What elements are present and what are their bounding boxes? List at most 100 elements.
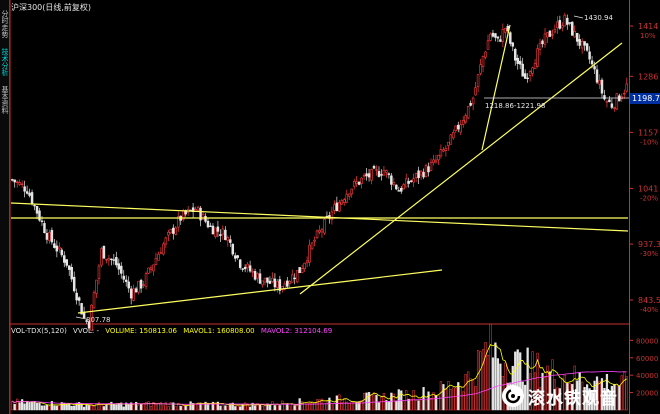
volume-bar xyxy=(120,402,123,411)
volume-bar xyxy=(189,401,192,411)
candle-body xyxy=(558,20,562,29)
volume-bar xyxy=(581,381,584,411)
candle-body xyxy=(204,216,207,222)
candle-body xyxy=(461,120,465,125)
candle-body xyxy=(593,66,596,70)
volume-bar xyxy=(439,381,443,411)
candle-body xyxy=(407,181,410,184)
candle-body xyxy=(305,260,309,264)
volume-bar xyxy=(491,357,495,411)
candle-body xyxy=(221,228,225,235)
candle-body xyxy=(447,141,450,146)
volume-bar xyxy=(437,395,440,411)
volume-bar xyxy=(360,400,363,411)
candle-body xyxy=(457,124,460,130)
candle-body xyxy=(442,149,445,152)
volume-bar xyxy=(556,387,559,411)
candle-body xyxy=(236,255,239,258)
volume-bar xyxy=(18,402,21,411)
tab-technical[interactable]: 技术分析 xyxy=(1,48,9,76)
candle-body xyxy=(449,134,453,145)
volume-bar xyxy=(588,388,591,411)
indicator-mavol1: MAVOL1: 160808.00 xyxy=(183,327,255,335)
volume-bar xyxy=(68,403,71,411)
candle-body xyxy=(28,192,31,196)
candle-body xyxy=(432,159,435,163)
tab-intraday[interactable]: 分时走势 xyxy=(1,10,9,38)
candle-body xyxy=(372,165,376,169)
candle-body xyxy=(402,184,405,190)
candle-body xyxy=(427,166,430,173)
candle-body xyxy=(286,280,289,287)
candle-body xyxy=(18,182,21,185)
volume-bar xyxy=(620,375,623,411)
candle-body xyxy=(370,168,373,181)
indicator-mavol2: MAVOL2: 312104.69 xyxy=(260,327,333,335)
volume-bar xyxy=(343,398,346,411)
candle-body xyxy=(414,173,418,178)
volume-bar xyxy=(459,386,462,411)
current-price-box xyxy=(630,93,660,104)
volume-bar xyxy=(571,384,574,411)
volume-bar xyxy=(610,385,614,411)
candle-body xyxy=(139,279,143,289)
price-axis-label: 1157 xyxy=(638,128,658,137)
candle-body xyxy=(543,33,547,45)
volume-bar xyxy=(258,404,262,411)
candle-body xyxy=(194,208,197,211)
volume-bar xyxy=(55,405,58,411)
candle-body xyxy=(75,292,78,301)
candle-body xyxy=(387,173,391,175)
candle-body xyxy=(509,32,512,44)
candle-body xyxy=(20,183,24,186)
candle-body xyxy=(417,170,420,179)
price-axis-label: 1414 xyxy=(638,22,658,31)
candle-body xyxy=(67,265,71,270)
candle-body xyxy=(566,17,569,25)
candle-body xyxy=(526,77,529,80)
candle-body xyxy=(335,202,339,212)
volume-bar xyxy=(249,406,252,411)
volume-bar xyxy=(476,350,480,411)
candle-body xyxy=(246,263,249,269)
candle-body xyxy=(256,273,259,279)
candle-body xyxy=(499,39,502,42)
candle-body xyxy=(375,169,378,171)
volume-bar xyxy=(402,401,405,411)
candle-body xyxy=(439,149,443,157)
volume-bar xyxy=(187,405,190,411)
candle-body xyxy=(295,270,299,283)
volume-bar xyxy=(333,403,336,411)
indicator-header: VOL-TDX(5,120) VVOL: - VOLUME: 150813.06… xyxy=(11,327,336,335)
candle-body xyxy=(357,181,361,185)
candle-body xyxy=(613,107,616,109)
candle-body xyxy=(556,21,559,29)
volume-bar xyxy=(598,380,601,411)
tab-fundamentals[interactable]: 基本资料 xyxy=(1,86,9,114)
volume-bar xyxy=(516,349,519,411)
volume-bar xyxy=(444,388,447,411)
volume-bar xyxy=(429,398,433,411)
volume-bar xyxy=(563,374,566,411)
volume-bar xyxy=(385,400,388,411)
candle-body xyxy=(315,230,319,239)
percent-axis-label: -10% xyxy=(640,138,658,146)
volume-bar xyxy=(558,388,561,411)
candle-body xyxy=(360,177,363,184)
candle-body xyxy=(523,73,527,79)
indicator-volume: VOLUME: 150813.06 xyxy=(105,327,178,335)
volume-bar xyxy=(201,403,205,411)
logo-icon xyxy=(502,385,524,407)
candle-body xyxy=(623,92,626,95)
candle-body xyxy=(429,162,433,171)
volume-bar xyxy=(340,402,343,411)
candle-body xyxy=(573,31,576,38)
candle-body xyxy=(610,103,614,108)
volume-bar xyxy=(308,403,311,411)
candle-body xyxy=(496,36,500,39)
candle-body xyxy=(77,297,81,301)
candle-body xyxy=(177,216,180,228)
volume-bar xyxy=(593,380,596,411)
